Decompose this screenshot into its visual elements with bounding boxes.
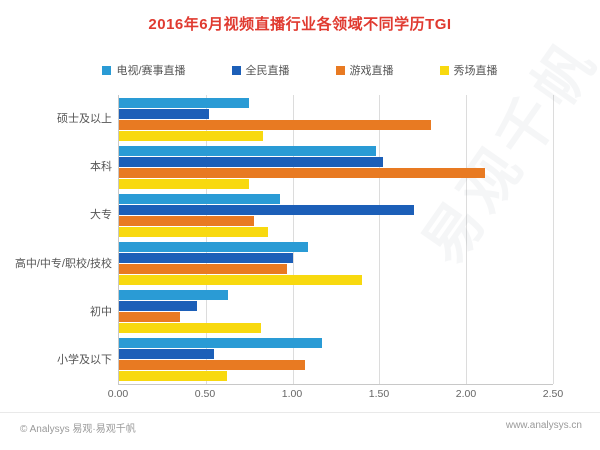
x-tick-label: 0.00: [107, 388, 129, 400]
footer-url: www.analysys.cn: [505, 420, 582, 431]
legend-label: 游戏直播: [349, 65, 394, 77]
legend-label: 全民直播: [245, 65, 290, 77]
footer-source: © Analysys 易观·易观千帆: [20, 424, 136, 435]
bar: [119, 242, 309, 253]
gridline: [205, 95, 207, 384]
legend-item: 游戏直播: [335, 62, 394, 78]
bar: [119, 349, 215, 360]
category-label: 硕士及以上: [57, 112, 112, 125]
legend: 电视/赛事直播 全民直播 游戏直播 秀场直播: [0, 62, 600, 78]
footer-divider: [0, 412, 600, 413]
legend-item: 电视/赛事直播: [102, 62, 186, 78]
gridline: [466, 95, 468, 384]
gridline: [292, 95, 294, 384]
category-label: 初中: [90, 306, 112, 319]
legend-swatch-icon: [102, 65, 112, 75]
category-label: 高中/中专/职校/技校: [14, 257, 112, 270]
legend-swatch-icon: [335, 65, 345, 75]
category-axis: 硕士及以上本科大专高中/中专/职校/技校初中小学及以下: [6, 95, 112, 385]
bar-group: [119, 95, 553, 143]
legend-item: 全民直播: [231, 62, 290, 78]
bar: [119, 204, 415, 215]
bar: [119, 360, 305, 371]
gridline: [553, 95, 554, 384]
bar: [119, 226, 269, 237]
bar-group: [119, 336, 553, 384]
bar: [119, 97, 250, 108]
bar: [119, 312, 180, 323]
bar: [119, 215, 255, 226]
bar: [119, 338, 323, 349]
bar: [119, 156, 383, 167]
bar: [119, 145, 376, 156]
gridline: [379, 95, 381, 384]
legend-swatch-icon: [231, 65, 241, 75]
plot-wrap: [118, 95, 554, 385]
legend-label: 电视/赛事直播: [116, 65, 186, 77]
legend-swatch-icon: [439, 65, 449, 75]
bar: [119, 178, 250, 189]
x-tick-label: 2.00: [455, 388, 477, 400]
legend-item: 秀场直播: [439, 62, 498, 78]
legend-label: 秀场直播: [453, 65, 498, 77]
bar-group: [119, 240, 553, 288]
bar: [119, 193, 281, 204]
bar: [119, 323, 262, 334]
chart-title: 2016年6月视频直播行业各领域不同学历TGI: [148, 16, 452, 33]
bar: [119, 108, 210, 119]
plot-area: [118, 95, 554, 385]
bar-group: [119, 288, 553, 336]
x-tick-label: 2.50: [542, 388, 564, 400]
bar: [119, 130, 264, 141]
x-axis: 0.00 0.50 1.00 1.50 2.00 2.50: [108, 388, 563, 402]
bar: [119, 264, 288, 275]
bar: [119, 301, 198, 312]
bar-group: [119, 143, 553, 191]
category-label: 小学及以下: [57, 354, 112, 367]
bar: [119, 275, 363, 286]
x-tick-label: 1.50: [368, 388, 390, 400]
x-tick-label: 1.00: [281, 388, 303, 400]
bar: [119, 253, 293, 264]
x-tick-label: 0.50: [194, 388, 216, 400]
category-label: 大专: [90, 209, 112, 222]
category-label: 本科: [90, 161, 112, 174]
bar: [119, 371, 227, 382]
bar: [119, 290, 229, 301]
bar-group: [119, 191, 553, 239]
bar: [119, 119, 432, 130]
bar: [119, 167, 486, 178]
